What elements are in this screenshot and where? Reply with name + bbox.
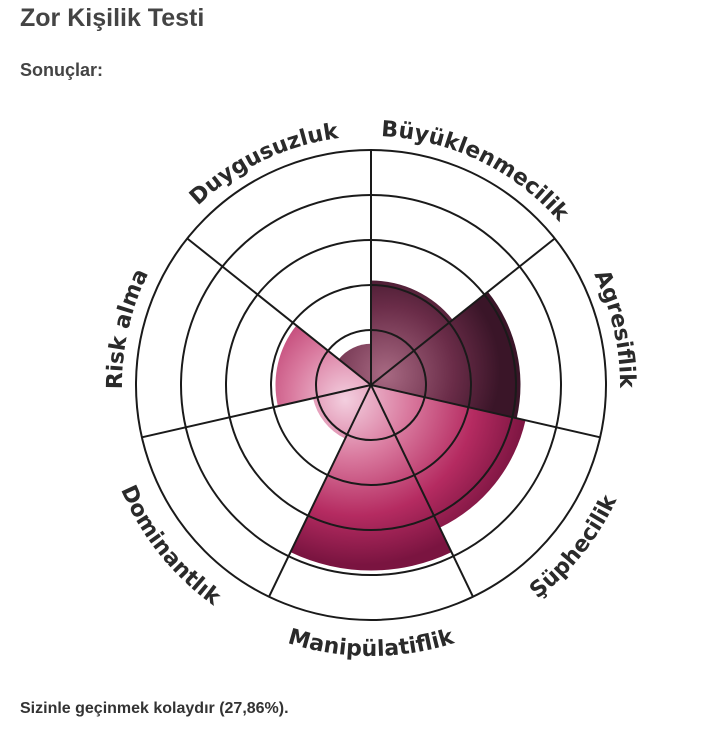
grid-spoke-4: [370, 384, 474, 598]
grid-spoke-5: [268, 384, 372, 598]
category-label-2: Agresiflik: [589, 266, 639, 389]
grid-spoke-2: [370, 237, 556, 386]
grid-spoke-7: [186, 237, 372, 386]
category-label-7: Duygusuzluk: [185, 119, 341, 210]
category-label-6: Risk alma: [103, 265, 154, 389]
sector-2: [371, 291, 521, 419]
result-text: Sizinle geçinmek kolaydır (27,86%).: [20, 700, 289, 717]
page-title: Zor Kişilik Testi: [20, 4, 205, 32]
sector-3: [371, 385, 526, 528]
category-label-5: Dominantlık: [115, 482, 226, 612]
category-label-4: Manipülatiflik: [285, 624, 457, 662]
sector-6: [275, 325, 371, 407]
chart-grid: [135, 149, 607, 621]
results-heading: Sonuçlar:: [20, 60, 104, 80]
grid-spoke-6: [141, 384, 372, 439]
grid-spoke-3: [370, 384, 601, 439]
category-label-3: Şüphecilik: [525, 490, 622, 604]
sector-7: [338, 343, 371, 385]
category-label-1: Büyüklenmecilik: [380, 117, 574, 227]
sector-5: [312, 385, 371, 439]
